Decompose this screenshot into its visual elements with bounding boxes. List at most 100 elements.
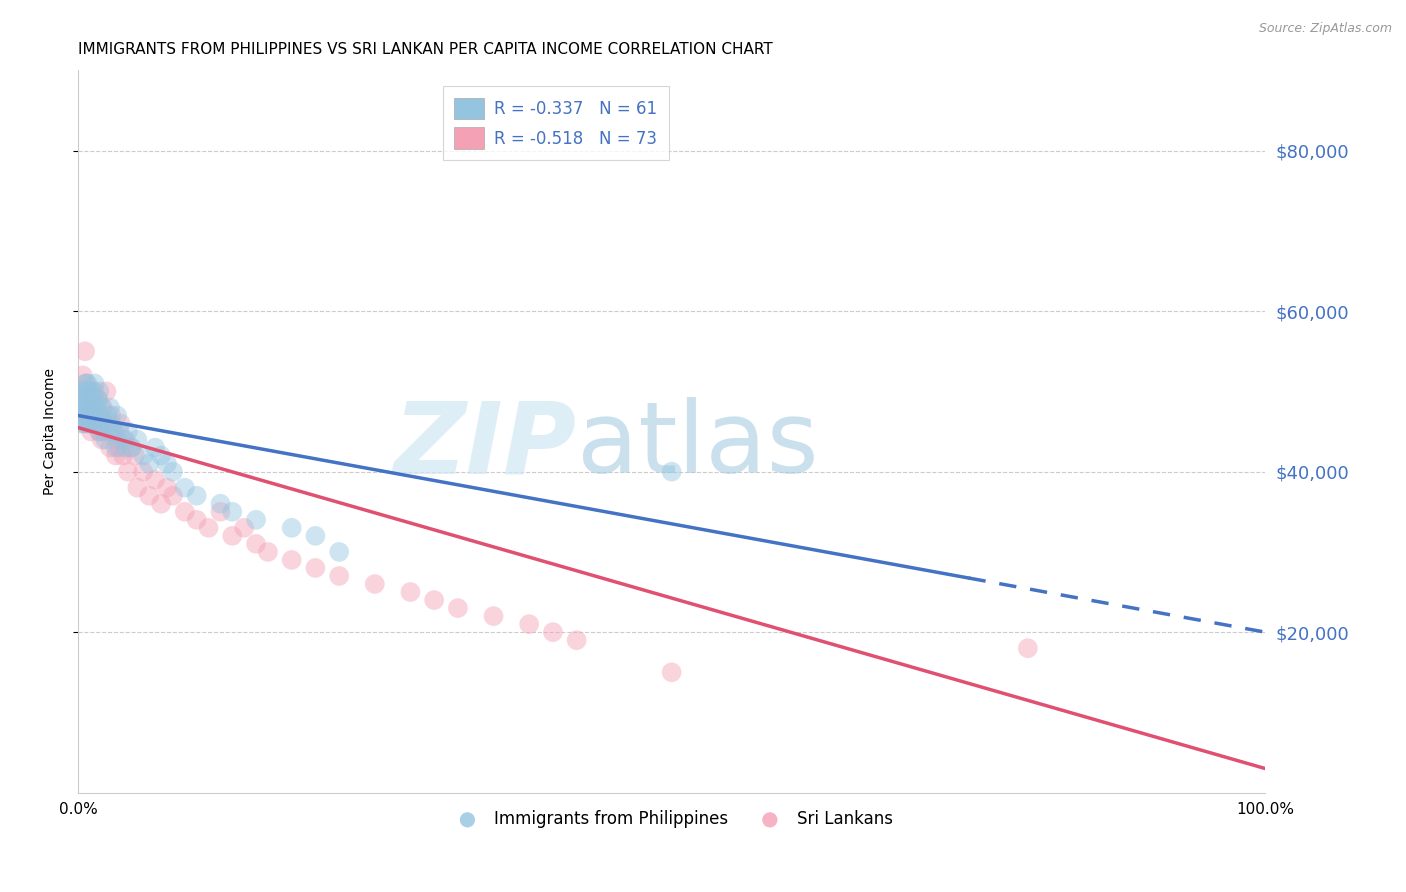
Point xyxy=(105,409,128,423)
Point xyxy=(91,401,114,415)
Point xyxy=(482,609,505,624)
Point xyxy=(89,425,111,439)
Point xyxy=(77,401,100,415)
Point xyxy=(76,417,98,431)
Point xyxy=(117,425,139,439)
Point xyxy=(72,392,94,407)
Point xyxy=(80,417,103,431)
Point xyxy=(77,409,100,423)
Point xyxy=(89,409,111,423)
Point xyxy=(83,401,105,415)
Point xyxy=(399,585,422,599)
Point xyxy=(72,401,94,415)
Y-axis label: Per Capita Income: Per Capita Income xyxy=(44,368,58,495)
Point xyxy=(73,401,96,415)
Point xyxy=(233,521,256,535)
Point xyxy=(89,384,111,399)
Point xyxy=(127,481,149,495)
Point xyxy=(82,392,104,407)
Point xyxy=(565,633,588,648)
Point xyxy=(186,489,208,503)
Point xyxy=(75,376,97,391)
Point xyxy=(98,441,121,455)
Point xyxy=(87,392,110,407)
Point xyxy=(69,417,91,431)
Point xyxy=(82,417,104,431)
Point xyxy=(76,376,98,391)
Point xyxy=(114,433,136,447)
Point xyxy=(110,417,132,431)
Point xyxy=(97,417,120,431)
Point xyxy=(423,593,446,607)
Point xyxy=(132,465,155,479)
Point xyxy=(150,497,173,511)
Point xyxy=(79,401,101,415)
Point xyxy=(304,561,326,575)
Point xyxy=(75,392,97,407)
Point xyxy=(84,401,107,415)
Point xyxy=(104,449,127,463)
Point xyxy=(143,473,166,487)
Point xyxy=(257,545,280,559)
Point xyxy=(108,425,131,439)
Point xyxy=(86,417,108,431)
Point xyxy=(98,401,121,415)
Text: ZIP: ZIP xyxy=(394,398,576,494)
Point xyxy=(97,409,120,423)
Point xyxy=(79,417,101,431)
Point xyxy=(209,497,232,511)
Point xyxy=(82,384,104,399)
Point xyxy=(83,392,105,407)
Point xyxy=(221,529,243,543)
Point xyxy=(77,417,100,431)
Point xyxy=(209,505,232,519)
Point xyxy=(97,425,120,439)
Point xyxy=(75,417,97,431)
Point xyxy=(186,513,208,527)
Point xyxy=(173,505,195,519)
Point xyxy=(77,384,100,399)
Point xyxy=(143,441,166,455)
Point xyxy=(132,449,155,463)
Point xyxy=(76,409,98,423)
Point xyxy=(79,384,101,399)
Point xyxy=(541,625,564,640)
Point xyxy=(156,481,179,495)
Point xyxy=(75,376,97,391)
Point xyxy=(114,441,136,455)
Point xyxy=(90,401,112,415)
Point xyxy=(73,384,96,399)
Point xyxy=(364,577,387,591)
Point xyxy=(79,392,101,407)
Point xyxy=(105,433,128,447)
Point xyxy=(75,384,97,399)
Point xyxy=(127,433,149,447)
Point xyxy=(517,617,540,632)
Point xyxy=(150,449,173,463)
Point xyxy=(86,417,108,431)
Point xyxy=(304,529,326,543)
Text: IMMIGRANTS FROM PHILIPPINES VS SRI LANKAN PER CAPITA INCOME CORRELATION CHART: IMMIGRANTS FROM PHILIPPINES VS SRI LANKA… xyxy=(77,42,773,57)
Point xyxy=(82,401,104,415)
Point xyxy=(70,409,93,423)
Point xyxy=(94,433,117,447)
Point xyxy=(245,513,267,527)
Point xyxy=(447,601,470,615)
Point xyxy=(89,409,111,423)
Point xyxy=(138,489,160,503)
Point xyxy=(93,425,115,439)
Point xyxy=(280,553,302,567)
Point xyxy=(72,368,94,383)
Point xyxy=(661,665,683,680)
Legend: Immigrants from Philippines, Sri Lankans: Immigrants from Philippines, Sri Lankans xyxy=(444,804,900,835)
Point xyxy=(83,384,105,399)
Point xyxy=(103,425,125,439)
Point xyxy=(73,409,96,423)
Point xyxy=(108,441,131,455)
Point xyxy=(76,392,98,407)
Point xyxy=(87,392,110,407)
Point xyxy=(1017,641,1039,656)
Point xyxy=(75,401,97,415)
Point xyxy=(96,384,118,399)
Point xyxy=(70,384,93,399)
